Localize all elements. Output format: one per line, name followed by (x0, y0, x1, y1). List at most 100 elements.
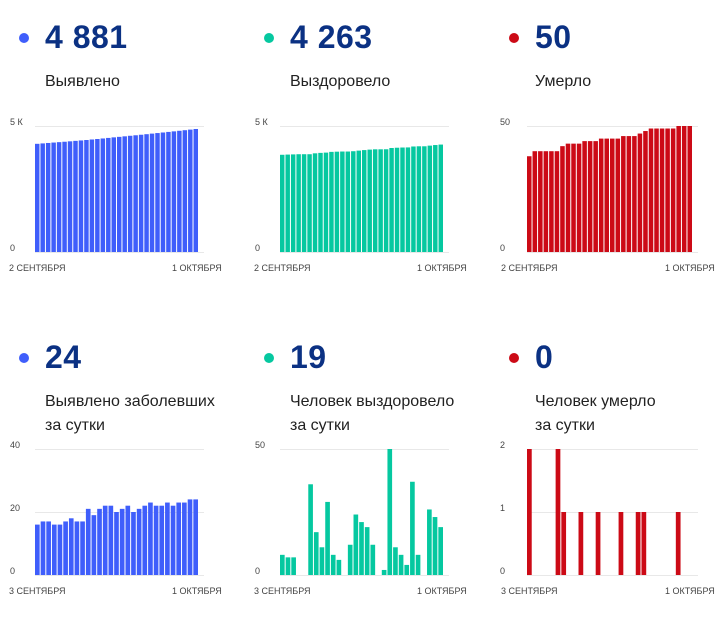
bar[interactable] (85, 508, 91, 575)
bar[interactable] (641, 512, 647, 575)
bar[interactable] (415, 554, 421, 575)
bar[interactable] (610, 138, 615, 252)
bar[interactable] (389, 147, 394, 252)
bar[interactable] (97, 508, 102, 575)
bar[interactable] (127, 135, 133, 252)
bar[interactable] (359, 522, 364, 575)
bar[interactable] (318, 152, 323, 252)
bar[interactable] (595, 512, 601, 575)
bar[interactable] (555, 449, 561, 575)
bar[interactable] (148, 502, 153, 575)
bar[interactable] (565, 143, 571, 252)
bar[interactable] (370, 544, 376, 575)
bar[interactable] (538, 151, 543, 252)
bar[interactable] (404, 564, 410, 575)
bar[interactable] (427, 145, 433, 252)
bar[interactable] (393, 547, 398, 575)
bar[interactable] (381, 569, 387, 575)
bar[interactable] (301, 154, 307, 252)
bar[interactable] (155, 133, 160, 252)
bar[interactable] (68, 518, 74, 575)
bar[interactable] (400, 147, 405, 252)
bar[interactable] (433, 145, 438, 252)
bar[interactable] (280, 154, 285, 252)
bar[interactable] (665, 128, 670, 252)
bar[interactable] (587, 141, 593, 252)
bar[interactable] (296, 154, 301, 252)
bar[interactable] (438, 527, 443, 575)
bar[interactable] (307, 154, 312, 252)
bar[interactable] (149, 133, 155, 252)
bar[interactable] (182, 130, 188, 252)
bar[interactable] (73, 140, 78, 252)
bar[interactable] (193, 128, 198, 252)
bar[interactable] (122, 136, 127, 252)
bar[interactable] (57, 524, 63, 575)
bar[interactable] (618, 512, 624, 575)
bar[interactable] (56, 142, 62, 252)
bar[interactable] (387, 449, 393, 575)
bar[interactable] (582, 141, 587, 252)
bar[interactable] (111, 137, 116, 252)
bar[interactable] (578, 512, 584, 575)
bar[interactable] (676, 126, 681, 252)
bar[interactable] (571, 143, 576, 252)
bar[interactable] (687, 126, 692, 252)
bar[interactable] (84, 140, 89, 252)
bar[interactable] (46, 521, 51, 575)
bar[interactable] (364, 527, 370, 575)
bar[interactable] (410, 481, 415, 575)
bar[interactable] (383, 149, 389, 252)
bar[interactable] (411, 146, 416, 252)
bar[interactable] (353, 514, 359, 575)
bar[interactable] (675, 512, 681, 575)
bar[interactable] (319, 547, 325, 575)
bar[interactable] (119, 508, 125, 575)
bar[interactable] (102, 505, 108, 575)
bar[interactable] (35, 524, 40, 575)
bar[interactable] (165, 502, 170, 575)
bar[interactable] (356, 150, 361, 252)
bar[interactable] (89, 139, 95, 252)
bar[interactable] (136, 508, 142, 575)
bar[interactable] (63, 521, 68, 575)
bar[interactable] (394, 147, 400, 252)
bar[interactable] (351, 151, 356, 252)
bar[interactable] (372, 149, 378, 252)
bar[interactable] (51, 524, 57, 575)
bar[interactable] (336, 559, 342, 575)
bar[interactable] (67, 141, 73, 252)
bar[interactable] (313, 532, 319, 575)
bar[interactable] (45, 142, 51, 252)
bar[interactable] (187, 499, 193, 575)
bar[interactable] (543, 151, 549, 252)
bar[interactable] (108, 505, 114, 575)
bar[interactable] (117, 136, 122, 252)
bar[interactable] (347, 544, 353, 575)
bar[interactable] (637, 133, 643, 252)
bar[interactable] (290, 154, 296, 252)
bar[interactable] (114, 512, 119, 575)
bar[interactable] (78, 140, 84, 252)
bar[interactable] (635, 512, 641, 575)
bar[interactable] (378, 149, 383, 252)
bar[interactable] (334, 151, 340, 252)
bar[interactable] (438, 144, 443, 252)
bar[interactable] (51, 142, 56, 252)
bar[interactable] (131, 512, 136, 575)
bar[interactable] (308, 484, 313, 575)
bar[interactable] (527, 156, 532, 252)
bar[interactable] (329, 151, 334, 252)
bar[interactable] (125, 505, 131, 575)
bar[interactable] (367, 149, 372, 252)
bar[interactable] (40, 143, 45, 252)
bar[interactable] (549, 151, 554, 252)
bar[interactable] (133, 135, 138, 252)
bar[interactable] (160, 132, 166, 252)
bar[interactable] (621, 136, 626, 252)
bar[interactable] (416, 146, 422, 252)
bar[interactable] (171, 131, 177, 252)
bar[interactable] (432, 517, 438, 575)
bar[interactable] (427, 509, 432, 575)
bar[interactable] (35, 143, 40, 252)
